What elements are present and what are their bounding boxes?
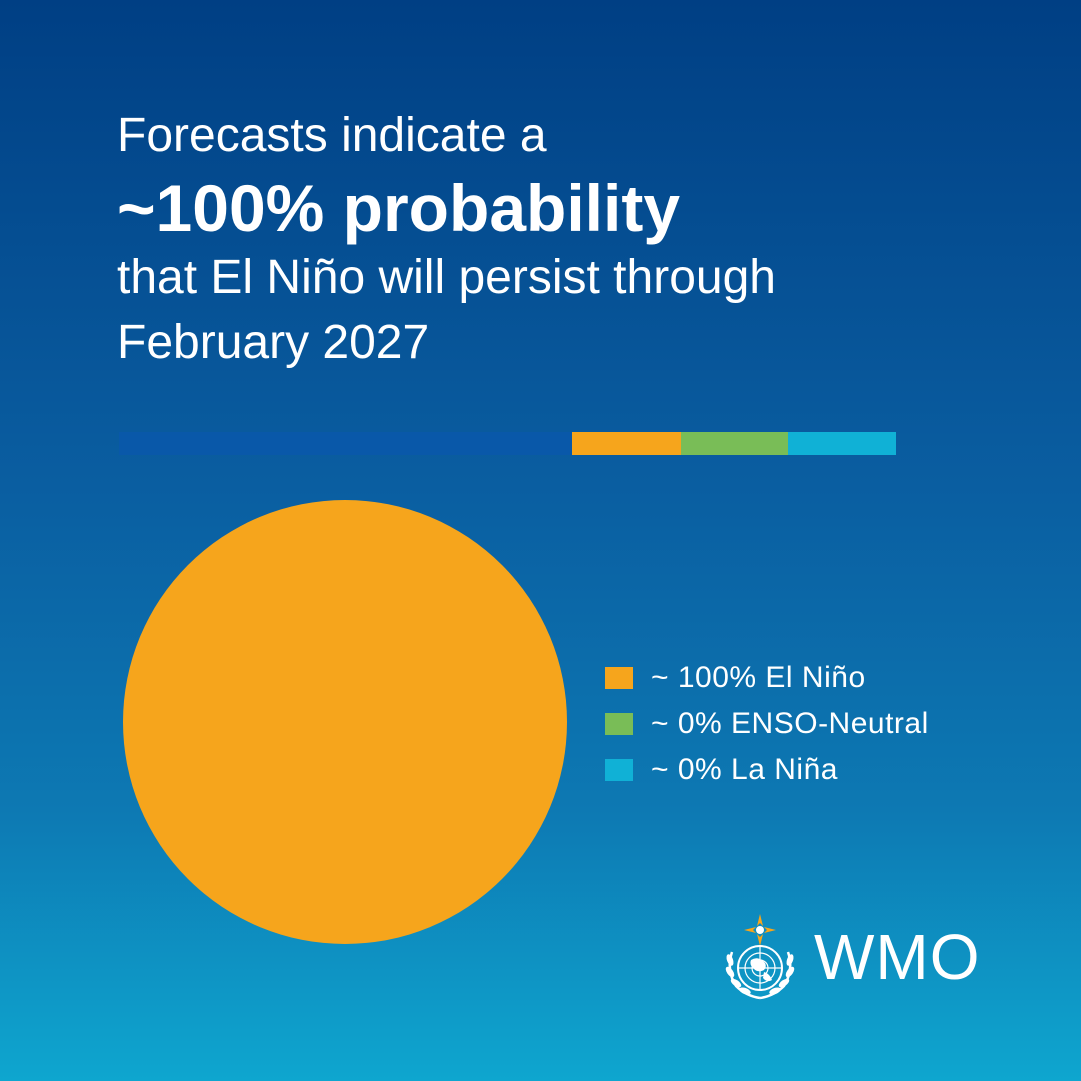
pie-chart	[123, 500, 567, 944]
strip-segment-cyan	[788, 432, 896, 455]
legend-item: ~ 0% ENSO-Neutral	[605, 701, 929, 747]
chart-legend: ~ 100% El Niño ~ 0% ENSO-Neutral ~ 0% La N…	[605, 655, 929, 793]
un-emblem-icon	[725, 914, 795, 1000]
headline-probability: ~100% probability	[117, 171, 681, 245]
legend-label: ~ 0% ENSO-Neutral	[651, 707, 929, 740]
wmo-wordmark: WMO	[814, 921, 981, 993]
headline-line-4: February 2027	[117, 316, 430, 369]
legend-swatch	[605, 667, 633, 689]
wmo-logo: WMO	[718, 912, 981, 1002]
legend-item: ~ 0% La Niña	[605, 747, 929, 793]
strip-segment-green	[681, 432, 788, 455]
strip-segment-blue	[119, 432, 572, 455]
headline-line-3: that El Niño will persist through	[117, 251, 776, 304]
legend-swatch	[605, 759, 633, 781]
legend-label: ~ 100% El Niño	[651, 661, 866, 694]
pie-slice-0	[123, 500, 567, 944]
headline: Forecasts indicate a ~100% probability t…	[117, 104, 1017, 376]
legend-swatch	[605, 713, 633, 735]
decorative-color-strip	[119, 432, 896, 455]
headline-line-1: Forecasts indicate a	[117, 109, 547, 162]
legend-item: ~ 100% El Niño	[605, 655, 929, 701]
legend-label: ~ 0% La Niña	[651, 753, 838, 786]
strip-segment-orange	[572, 432, 681, 455]
